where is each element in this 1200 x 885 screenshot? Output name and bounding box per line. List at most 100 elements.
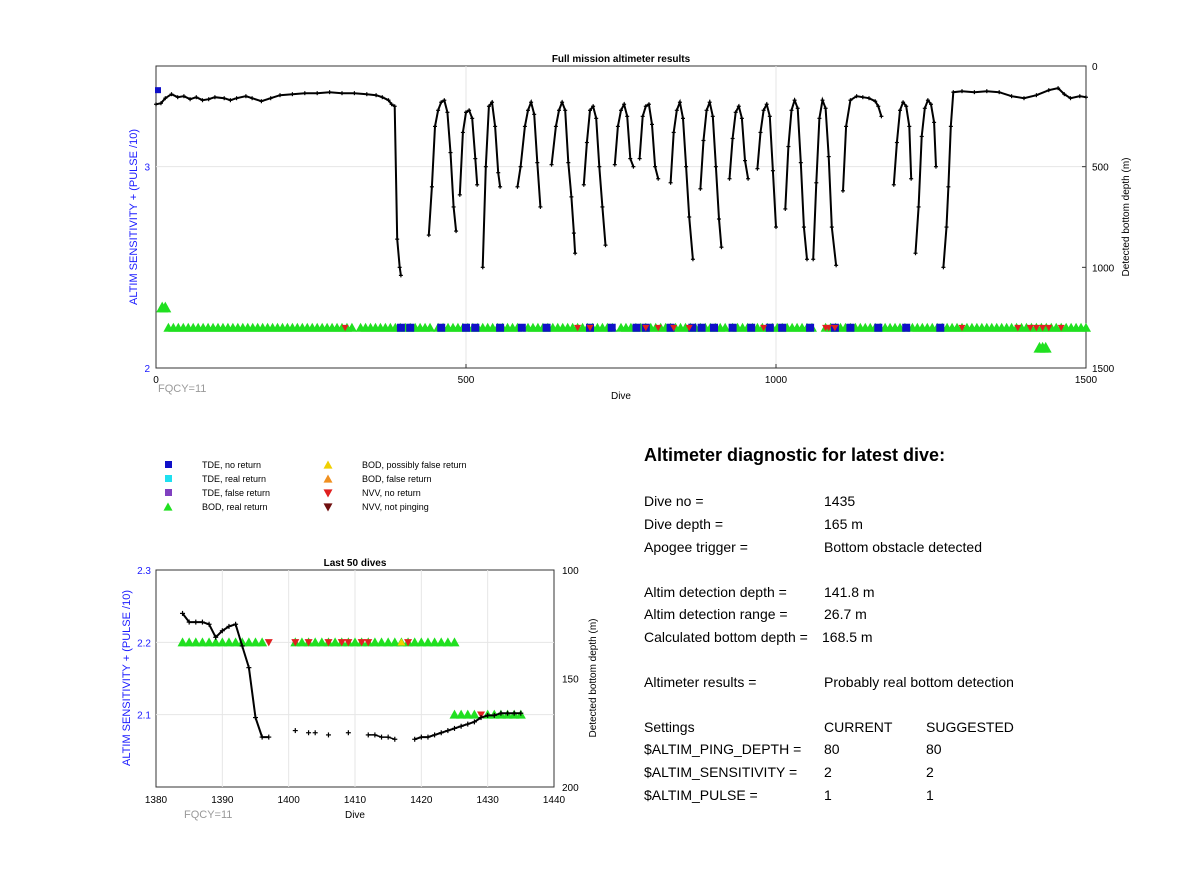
nvv-no-return-marker: [364, 639, 373, 647]
diagnostic-label: Dive depth =: [644, 516, 723, 532]
tde-no-return-marker: [496, 323, 505, 332]
diagnostic-value: Bottom obstacle detected: [824, 539, 982, 555]
bod-real-marker: [210, 637, 221, 647]
legend-label: NVV, not pinging: [362, 502, 429, 512]
depth-line-segment: [613, 101, 635, 168]
bod-possibly-false-marker: [397, 638, 406, 646]
bod-real-marker: [1081, 322, 1091, 332]
bod-real-marker: [425, 322, 436, 332]
depth-line-segment: [942, 87, 1087, 268]
setting-label: $ALTIM_PULSE =: [644, 787, 758, 803]
tde-no-return-marker: [542, 323, 551, 332]
nvv-no-return-marker: [1014, 324, 1022, 332]
depth-line-segment: [550, 99, 577, 254]
bottom-footnote: FQCY=11: [184, 809, 232, 821]
bottom-left-axis-label: ALTIM SENSITIVITY + (PULSE /10): [121, 590, 133, 766]
tde-no-return-marker: [462, 323, 470, 332]
top-x-axis-label: Dive: [611, 391, 631, 402]
nvv-no-return-marker: [574, 324, 582, 332]
depth-line-segment: [458, 108, 479, 195]
legend-swatch: [323, 474, 333, 483]
depth-point: [226, 623, 232, 629]
top-footnote: FQCY=11: [158, 383, 206, 395]
depth-line-segment: [669, 98, 694, 260]
depth-point: [518, 710, 524, 716]
diagnostic-label: Altimeter results =: [644, 674, 757, 690]
diagnostic-label: Calculated bottom depth =: [644, 629, 808, 645]
depth-point: [292, 728, 298, 734]
depth-point: [418, 734, 424, 740]
depth-point: [246, 665, 252, 671]
bod-real-marker: [330, 637, 341, 647]
tde-no-return-marker: [697, 323, 706, 332]
top-right-axis-label: Detected bottom depth (m): [1121, 158, 1132, 277]
depth-point: [186, 619, 192, 625]
bod-real-marker: [416, 637, 427, 647]
depth-line-segment: [784, 97, 808, 260]
bottom-x-tick-label: 1400: [278, 795, 301, 806]
full-mission-chart: 0 500 1000 1500 2 3 0 500 1000 1500 Full mission …: [128, 54, 1132, 402]
depth-line-segment: [812, 96, 838, 266]
legend-swatch: [323, 503, 333, 512]
depth-point: [312, 730, 318, 736]
nvv-no-return-marker: [264, 639, 273, 647]
depth-point: [511, 710, 517, 716]
bod-real-marker: [310, 637, 321, 647]
bottom-right-axis-label: Detected bottom depth (m): [588, 619, 599, 738]
bottom-ticks: 1380 1390 1400 1410 1420 1430 1440 2.1 2.2 2.3 100…: [137, 566, 579, 806]
setting-suggested: 80: [926, 741, 942, 757]
bod-real-marker: [237, 637, 248, 647]
legend-label: BOD, false return: [362, 474, 432, 484]
depth-point: [438, 730, 444, 736]
depth-point: [259, 734, 265, 740]
top-x-tick-label: 1500: [1075, 375, 1098, 386]
nvv-no-return-marker: [586, 324, 594, 332]
tde-no-return-marker: [806, 323, 815, 332]
bod-real-marker: [442, 637, 453, 647]
top-left-axis-label: ALTIM SENSITIVITY + (PULSE /10): [128, 129, 140, 305]
setting-suggested: 1: [926, 787, 934, 803]
bod-real-marker: [350, 637, 360, 647]
legend-label: TDE, false return: [202, 488, 270, 498]
depth-point: [478, 715, 484, 721]
bottom-x-tick-label: 1390: [211, 795, 234, 806]
top-ticks: 0 500 1000 1500 2 3 0 500 1000 1500: [144, 62, 1114, 386]
nvv-no-return-marker: [685, 324, 693, 332]
diagnostic-title: Altimeter diagnostic for latest dive:: [644, 445, 946, 465]
tde-no-return-marker: [632, 323, 641, 332]
depth-point: [498, 710, 504, 716]
bod-real-marker: [159, 301, 172, 313]
nvv-no-return-marker: [1057, 324, 1065, 332]
legend-entry: BOD, possibly false return: [323, 460, 467, 470]
legend-swatch: [165, 475, 172, 482]
bottom-x-tick-label: 1410: [344, 795, 367, 806]
bod-real-marker: [369, 637, 380, 647]
settings-header-suggested: SUGGESTED: [926, 719, 1014, 735]
bottom-x-axis-label: Dive: [345, 810, 365, 821]
setting-current: 2: [824, 764, 832, 780]
bod-real-marker: [376, 637, 387, 647]
diagnostic-value: 168.5 m: [822, 629, 873, 645]
tde-no-return-marker: [406, 323, 415, 332]
bottom-right-tick-label: 200: [562, 783, 579, 794]
legend-entry: TDE, no return: [165, 460, 261, 470]
top-plot-area: [155, 65, 1087, 369]
nvv-no-return-marker: [1026, 324, 1034, 332]
bod-real-marker: [469, 709, 480, 719]
legend-entry: BOD, false return: [323, 474, 432, 484]
bod-real-marker: [389, 637, 400, 647]
tde-no-return-marker: [902, 323, 911, 332]
setting-current: 80: [824, 741, 840, 757]
tde-no-return-marker: [778, 323, 787, 332]
diagnostic-label: Altim detection range =: [644, 606, 788, 622]
depth-line-segment: [155, 91, 402, 276]
last-50-dives-chart: 1380 1390 1400 1410 1420 1430 1440 2.1 2.2 2.3 100…: [121, 558, 599, 821]
diagnostic-value: 165 m: [824, 516, 863, 532]
legend-entry: BOD, real return: [163, 502, 268, 512]
depth-point: [471, 719, 477, 725]
bottom-right-tick-label: 100: [562, 566, 579, 577]
top-chart-title: Full mission altimeter results: [552, 54, 691, 65]
nvv-no-return-marker: [404, 639, 413, 647]
depth-point: [206, 621, 212, 627]
depth-point: [345, 730, 351, 736]
